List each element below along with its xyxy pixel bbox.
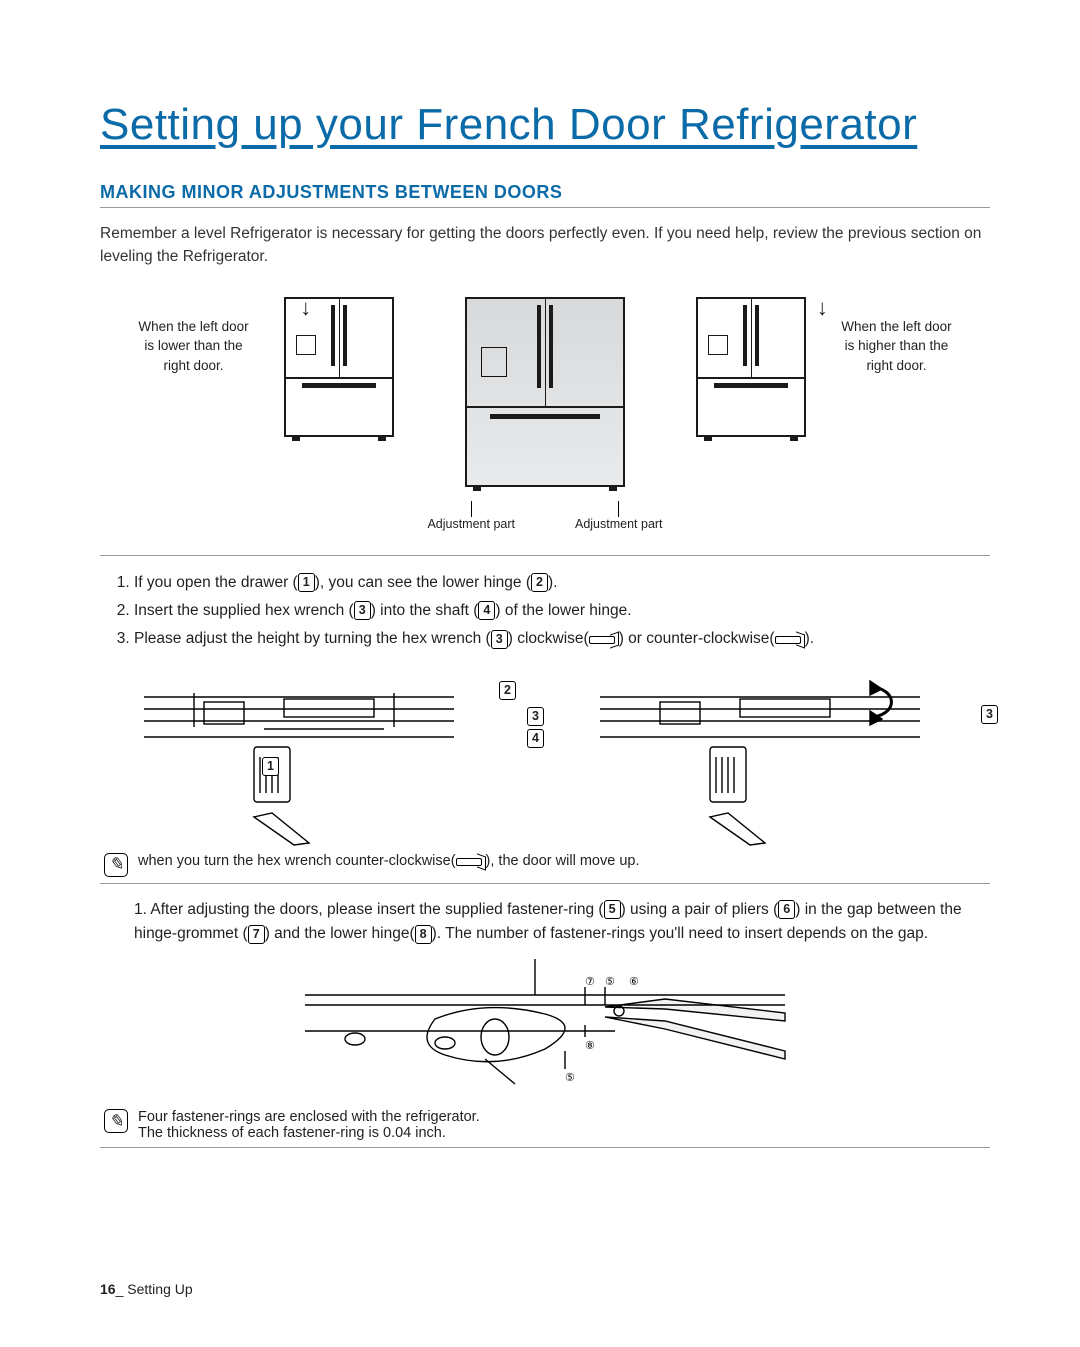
step-a1: If you open the drawer (1), you can see …: [134, 570, 990, 596]
hinge-diagram-right: 3: [590, 667, 970, 847]
heading-rule: [100, 207, 990, 208]
callout-5b: ⑤: [565, 1072, 575, 1084]
intro-paragraph: Remember a level Refrigerator is necessa…: [100, 222, 990, 269]
steps-list-b: 1. After adjusting the doors, please ins…: [100, 898, 990, 948]
callout-6: ⑥: [629, 976, 639, 988]
note-2: ✎ Four fastener-rings are enclosed with …: [100, 1109, 990, 1141]
left-lower-label: When the left door is lower than the rig…: [136, 297, 251, 376]
down-arrow-icon: ↓: [300, 297, 311, 319]
fridge-center: Adjustment part Adjustment part: [427, 297, 662, 531]
plier-diagram: ⑦ ⑤ ⑥ ⑧ ⑤: [285, 959, 805, 1099]
page-title: Setting up your French Door Refrigerator: [100, 100, 990, 150]
fridge-illustration-row: When the left door is lower than the rig…: [100, 297, 990, 531]
divider-3: [100, 1147, 990, 1148]
hex-wrench-ccw-icon: [775, 633, 805, 645]
dispenser-icon-2: [708, 335, 728, 355]
left-higher-label: When the left door is higher than the ri…: [839, 297, 954, 376]
adjustment-label-right: Adjustment part: [575, 517, 663, 531]
callout-8: ⑧: [585, 1040, 595, 1052]
hex-wrench-cw-icon: [589, 633, 619, 645]
divider-1: [100, 555, 990, 556]
fridge-right: ↓: [696, 297, 806, 437]
note-2-line-2: The thickness of each fastener-ring is 0…: [138, 1125, 480, 1141]
hinge-diagram-row: 2 3 4 1: [100, 667, 990, 847]
fridge-left: ↓: [284, 297, 394, 437]
divider-2: [100, 883, 990, 884]
step-a3: Please adjust the height by turning the …: [134, 626, 990, 652]
note-2-line-1: Four fastener-rings are enclosed with th…: [138, 1109, 480, 1125]
step-a2: Insert the supplied hex wrench (3) into …: [134, 598, 990, 624]
note-icon-2: ✎: [104, 1109, 128, 1133]
down-arrow-icon-2: ↓: [817, 297, 828, 319]
hex-wrench-ccw-icon-2: [456, 855, 486, 867]
page-number: 16: [100, 1281, 116, 1297]
dispenser-large-icon: [481, 347, 507, 377]
hinge-diagram-left: 2 3 4 1: [134, 667, 514, 847]
callout-5: ⑤: [605, 976, 615, 988]
section-heading: MAKING MINOR ADJUSTMENTS BETWEEN DOORS: [100, 182, 990, 203]
steps-list-a: If you open the drawer (1), you can see …: [100, 570, 990, 653]
page-footer: 16_ Setting Up: [100, 1281, 193, 1297]
dispenser-icon: [296, 335, 316, 355]
callout-7: ⑦: [585, 976, 595, 988]
manual-page: Setting up your French Door Refrigerator…: [0, 0, 1080, 1202]
footer-section: Setting Up: [127, 1281, 192, 1297]
note-icon: ✎: [104, 853, 128, 877]
adjustment-label-left: Adjustment part: [427, 517, 515, 531]
note-1: ✎ when you turn the hex wrench counter-c…: [100, 853, 990, 877]
